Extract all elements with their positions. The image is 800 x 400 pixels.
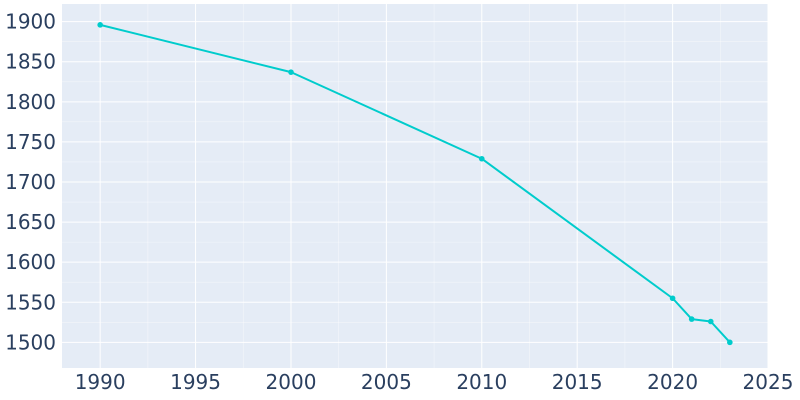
data-point xyxy=(97,22,103,28)
data-point xyxy=(688,316,695,322)
y-tick-label: 1650 xyxy=(5,210,56,234)
data-point xyxy=(669,295,676,302)
y-axis-ticks: 1500 1550 1600 1650 1700 1750 1800 1850 1900 xyxy=(5,10,56,355)
data-point xyxy=(727,339,733,346)
y-tick-label: 1850 xyxy=(5,50,56,74)
y-tick-label: 1500 xyxy=(5,330,56,354)
data-point xyxy=(707,318,714,325)
y-tick-label: 1800 xyxy=(5,90,56,114)
x-tick-label: 2005 xyxy=(361,370,412,394)
y-tick-label: 1750 xyxy=(5,130,56,154)
x-tick-label: 1990 xyxy=(75,370,126,394)
y-tick-label: 1550 xyxy=(5,290,56,314)
x-tick-label: 2015 xyxy=(552,370,603,394)
x-tick-label: 2025 xyxy=(743,370,794,394)
data-point xyxy=(288,69,294,75)
plot-background xyxy=(62,4,768,368)
x-tick-label: 2000 xyxy=(266,370,317,394)
x-axis-ticks: 1990 1995 2000 2005 2010 2015 2020 2025 xyxy=(75,370,794,394)
data-point xyxy=(478,155,485,162)
y-tick-label: 1900 xyxy=(5,10,56,34)
y-tick-label: 1600 xyxy=(5,250,56,274)
x-tick-label: 2010 xyxy=(456,370,507,394)
grid xyxy=(62,4,769,368)
x-tick-label: 2020 xyxy=(647,370,698,394)
x-tick-label: 1995 xyxy=(170,370,221,394)
series-layer xyxy=(97,22,733,346)
y-tick-label: 1700 xyxy=(5,170,56,194)
